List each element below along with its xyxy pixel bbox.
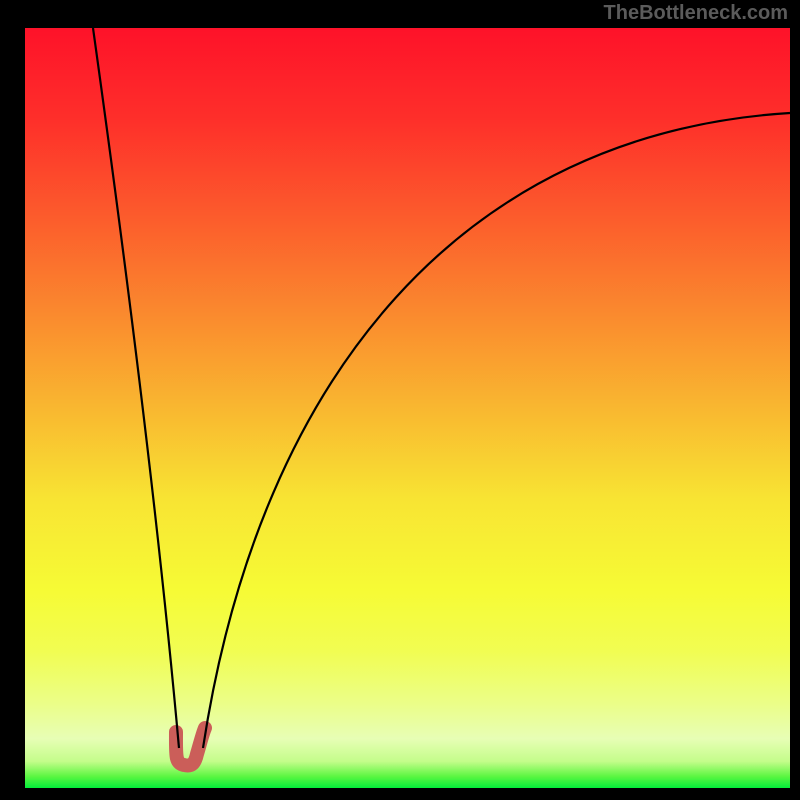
gradient-background [25,28,790,788]
watermark-text: TheBottleneck.com [604,2,788,25]
plot-area [25,28,790,788]
chart-container: TheBottleneck.com [0,0,800,800]
